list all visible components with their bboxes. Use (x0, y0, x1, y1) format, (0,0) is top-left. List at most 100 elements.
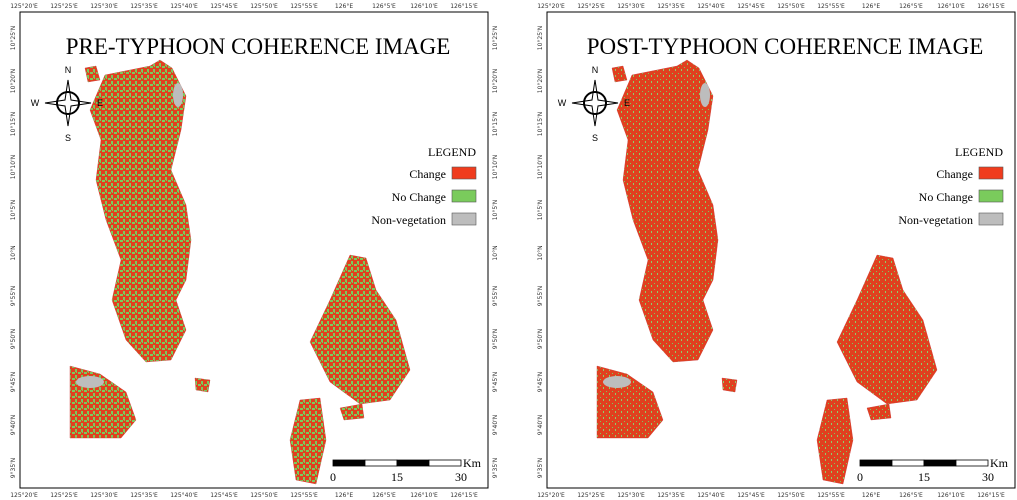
scale-segment (860, 460, 892, 466)
panel-title: POST-TYPHOON COHERENCE IMAGE (587, 34, 984, 59)
scale-label: 15 (918, 470, 930, 484)
legend-title: LEGEND (955, 145, 1003, 159)
latitude-label: 9°50'N (10, 329, 17, 350)
map-panel: 125°20'E125°20'E125°25'E125°25'E125°30'E… (537, 3, 1017, 499)
longitude-label: 126°E (335, 3, 353, 10)
longitude-label: 125°20'E (10, 492, 38, 499)
legend-label: Non-vegetation (898, 213, 973, 227)
longitude-label: 125°50'E (777, 3, 805, 10)
non-vegetation-area (173, 83, 183, 107)
legend-swatch (452, 190, 476, 202)
non-vegetation-area (700, 83, 710, 107)
compass-n: N (592, 65, 599, 75)
longitude-label: 125°55'E (817, 492, 845, 499)
longitude-label: 125°25'E (577, 492, 605, 499)
longitude-label: 125°45'E (737, 492, 765, 499)
latitude-label: 10°20'N (10, 69, 17, 93)
longitude-label: 125°45'E (737, 3, 765, 10)
latitude-label: 10°N (537, 245, 544, 260)
latitude-label: 10°N (492, 245, 499, 260)
map-panel: 125°20'E 125°20'E 125°25'E 125°25'E 125°30'E… (10, 3, 499, 499)
latitude-label: 10°10'N (492, 155, 499, 179)
longitude-label: 126°5'E (899, 3, 923, 10)
latitude-label: 10°20'N (537, 69, 544, 93)
longitude-label: 126°5'E (372, 492, 396, 499)
longitude-label: 125°25'E (50, 492, 78, 499)
longitude-label: 125°50'E (777, 492, 805, 499)
longitude-label: 125°35'E (130, 3, 158, 10)
latitude-label: 9°55'N (492, 286, 499, 307)
longitude-label: 125°50'E (250, 3, 278, 10)
longitude-label: 125°20'E (537, 3, 565, 10)
longitude-label: 126°15'E (450, 492, 478, 499)
legend-swatch (452, 213, 476, 225)
longitude-label: 126°10'E (937, 492, 965, 499)
compass-n: N (65, 65, 72, 75)
map-figure: 125°20'E 125°20'E 125°25'E 125°25'E 125°30'E… (0, 0, 1017, 500)
island (722, 378, 737, 392)
compass-w: W (31, 98, 40, 108)
longitude-label: 126°10'E (410, 3, 438, 10)
latitude-label: 10°15'N (537, 112, 544, 136)
longitude-label: 125°30'E (617, 492, 645, 499)
scale-segment (956, 460, 988, 466)
longitude-label: 125°20'E (537, 492, 565, 499)
scale-label: 30 (982, 470, 994, 484)
compass-ring (584, 92, 606, 114)
legend-label: No Change (392, 190, 446, 204)
latitude-label: 9°55'N (10, 286, 17, 307)
longitude-label: 126°E (862, 3, 880, 10)
legend-title: LEGEND (428, 145, 476, 159)
scale-segment (397, 460, 429, 466)
scale-unit: Km (463, 456, 482, 470)
latitude-label: 9°50'N (492, 329, 499, 350)
latitude-label: 10°5'N (10, 200, 17, 221)
compass-w: W (558, 98, 567, 108)
longitude-label: 126°E (862, 492, 880, 499)
longitude-label: 126°E (335, 492, 353, 499)
legend-swatch (979, 190, 1003, 202)
latitude-label: 9°45'N (10, 372, 17, 393)
latitude-label: 9°35'N (492, 458, 499, 479)
latitude-label: 10°10'N (10, 155, 17, 179)
longitude-label: 125°40'E (697, 3, 725, 10)
latitude-label: 9°45'N (492, 372, 499, 393)
latitude-label: 10°10'N (537, 155, 544, 179)
longitude-label: 125°25'E (50, 3, 78, 10)
scale-label: 15 (391, 470, 403, 484)
longitude-label: 125°40'E (170, 492, 198, 499)
latitude-label: 10°5'N (537, 200, 544, 221)
latitude-label: 10°15'N (492, 112, 499, 136)
latitude-label: 9°45'N (537, 372, 544, 393)
scale-segment (333, 460, 365, 466)
non-vegetation-area (76, 376, 104, 388)
longitude-label: 125°20'E (10, 3, 38, 10)
latitude-label: 9°55'N (537, 286, 544, 307)
latitude-label: 9°50'N (537, 329, 544, 350)
longitude-label: 125°55'E (290, 3, 318, 10)
non-vegetation-area (603, 376, 631, 388)
longitude-label: 125°40'E (697, 492, 725, 499)
longitude-label: 125°45'E (210, 3, 238, 10)
compass-ring (57, 92, 79, 114)
longitude-label: 126°5'E (372, 3, 396, 10)
legend-swatch (452, 167, 476, 179)
latitude-label: 9°40'N (10, 415, 17, 436)
longitude-label: 126°10'E (410, 492, 438, 499)
longitude-label: 125°50'E (250, 492, 278, 499)
scale-segment (365, 460, 397, 466)
longitude-label: 125°40'E (170, 3, 198, 10)
latitude-label: 10°15'N (10, 112, 17, 136)
longitude-label: 125°35'E (130, 492, 158, 499)
scale-label: 0 (330, 470, 336, 484)
latitude-label: 10°5'N (492, 200, 499, 221)
longitude-label: 125°30'E (90, 3, 118, 10)
longitude-label: 126°10'E (937, 3, 965, 10)
longitude-label: 125°30'E (617, 3, 645, 10)
scale-unit: Km (990, 456, 1009, 470)
legend-label: No Change (919, 190, 973, 204)
longitude-label: 125°30'E (90, 492, 118, 499)
latitude-label: 9°40'N (537, 415, 544, 436)
longitude-label: 126°15'E (450, 3, 478, 10)
scale-segment (924, 460, 956, 466)
